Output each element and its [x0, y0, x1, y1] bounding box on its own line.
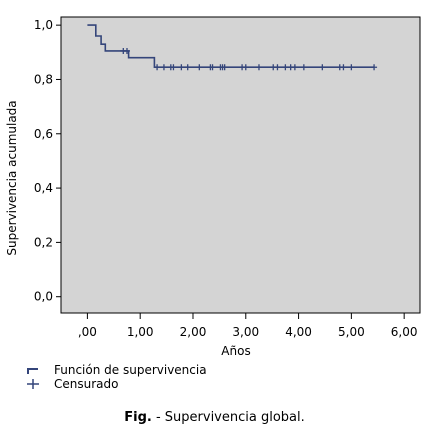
censored-marker-13 [221, 64, 228, 71]
y-tick-label-2: 0,4 [34, 181, 53, 195]
censored-marker-15 [242, 64, 249, 71]
x-tick-label-1: 1,00 [127, 325, 154, 339]
y-axis: 0,0 0,2 0,4 0,6 0,8 1,0 [34, 18, 61, 304]
legend-label-survival: Función de supervivencia [54, 363, 207, 377]
survival-chart: 0,0 0,2 0,4 0,6 0,8 1,0 ,00 1,00 2,00 3,00 4,00 5,… [5, 16, 421, 358]
caption-label: Fig. [124, 410, 152, 425]
x-axis: ,00 1,00 2,00 3,00 4,00 5,00 6,00 [78, 313, 418, 339]
x-tick-label-0: ,00 [78, 325, 97, 339]
censored-marker-23 [319, 64, 326, 71]
censored-marker-5 [170, 64, 177, 71]
survival-step-line [87, 24, 375, 68]
x-tick-label-6: 6,00 [391, 325, 418, 339]
x-tick-label-3: 3,00 [232, 325, 259, 339]
censored-marker-22 [300, 64, 307, 71]
y-tick-label-5: 1,0 [34, 18, 53, 32]
legend: Función de supervivencia Censurado [26, 363, 207, 391]
censored-marker-26 [348, 64, 355, 71]
legend-label-censored: Censurado [54, 377, 119, 391]
x-axis-title: Años [221, 344, 250, 358]
censored-marker-25 [340, 64, 347, 71]
censored-marker-27 [371, 64, 378, 71]
censored-marker-10 [209, 64, 216, 71]
caption-text: - Supervivencia global. [151, 410, 305, 425]
x-tick-label-2: 2,00 [180, 325, 207, 339]
y-axis-title: Supervivencia acumulada [5, 100, 19, 255]
censored-marker-6 [178, 64, 185, 71]
legend-item-censored: Censurado [26, 377, 207, 391]
step-line-icon [26, 363, 54, 377]
censored-marker-1 [123, 47, 130, 54]
x-tick-label-4: 4,00 [285, 325, 312, 339]
censored-marker-2 [154, 64, 161, 71]
legend-item-survival: Función de supervivencia [26, 363, 207, 377]
censor-layer [120, 47, 378, 71]
censored-marker-7 [184, 64, 191, 71]
censored-marker-18 [274, 64, 281, 71]
censored-marker-3 [160, 64, 167, 71]
series-layer [87, 24, 375, 68]
y-tick-label-0: 0,0 [34, 290, 53, 304]
y-tick-label-1: 0,2 [34, 235, 53, 249]
censored-marker-8 [196, 64, 203, 71]
censored-marker-19 [282, 64, 289, 71]
plus-icon [26, 377, 54, 391]
y-tick-label-3: 0,6 [34, 127, 53, 141]
y-tick-label-4: 0,8 [34, 72, 53, 86]
x-tick-label-5: 5,00 [338, 325, 365, 339]
figure-caption: Fig. - Supervivencia global. [0, 410, 429, 425]
plot-area [60, 16, 421, 314]
censored-marker-21 [291, 64, 298, 71]
censored-marker-16 [255, 64, 262, 71]
